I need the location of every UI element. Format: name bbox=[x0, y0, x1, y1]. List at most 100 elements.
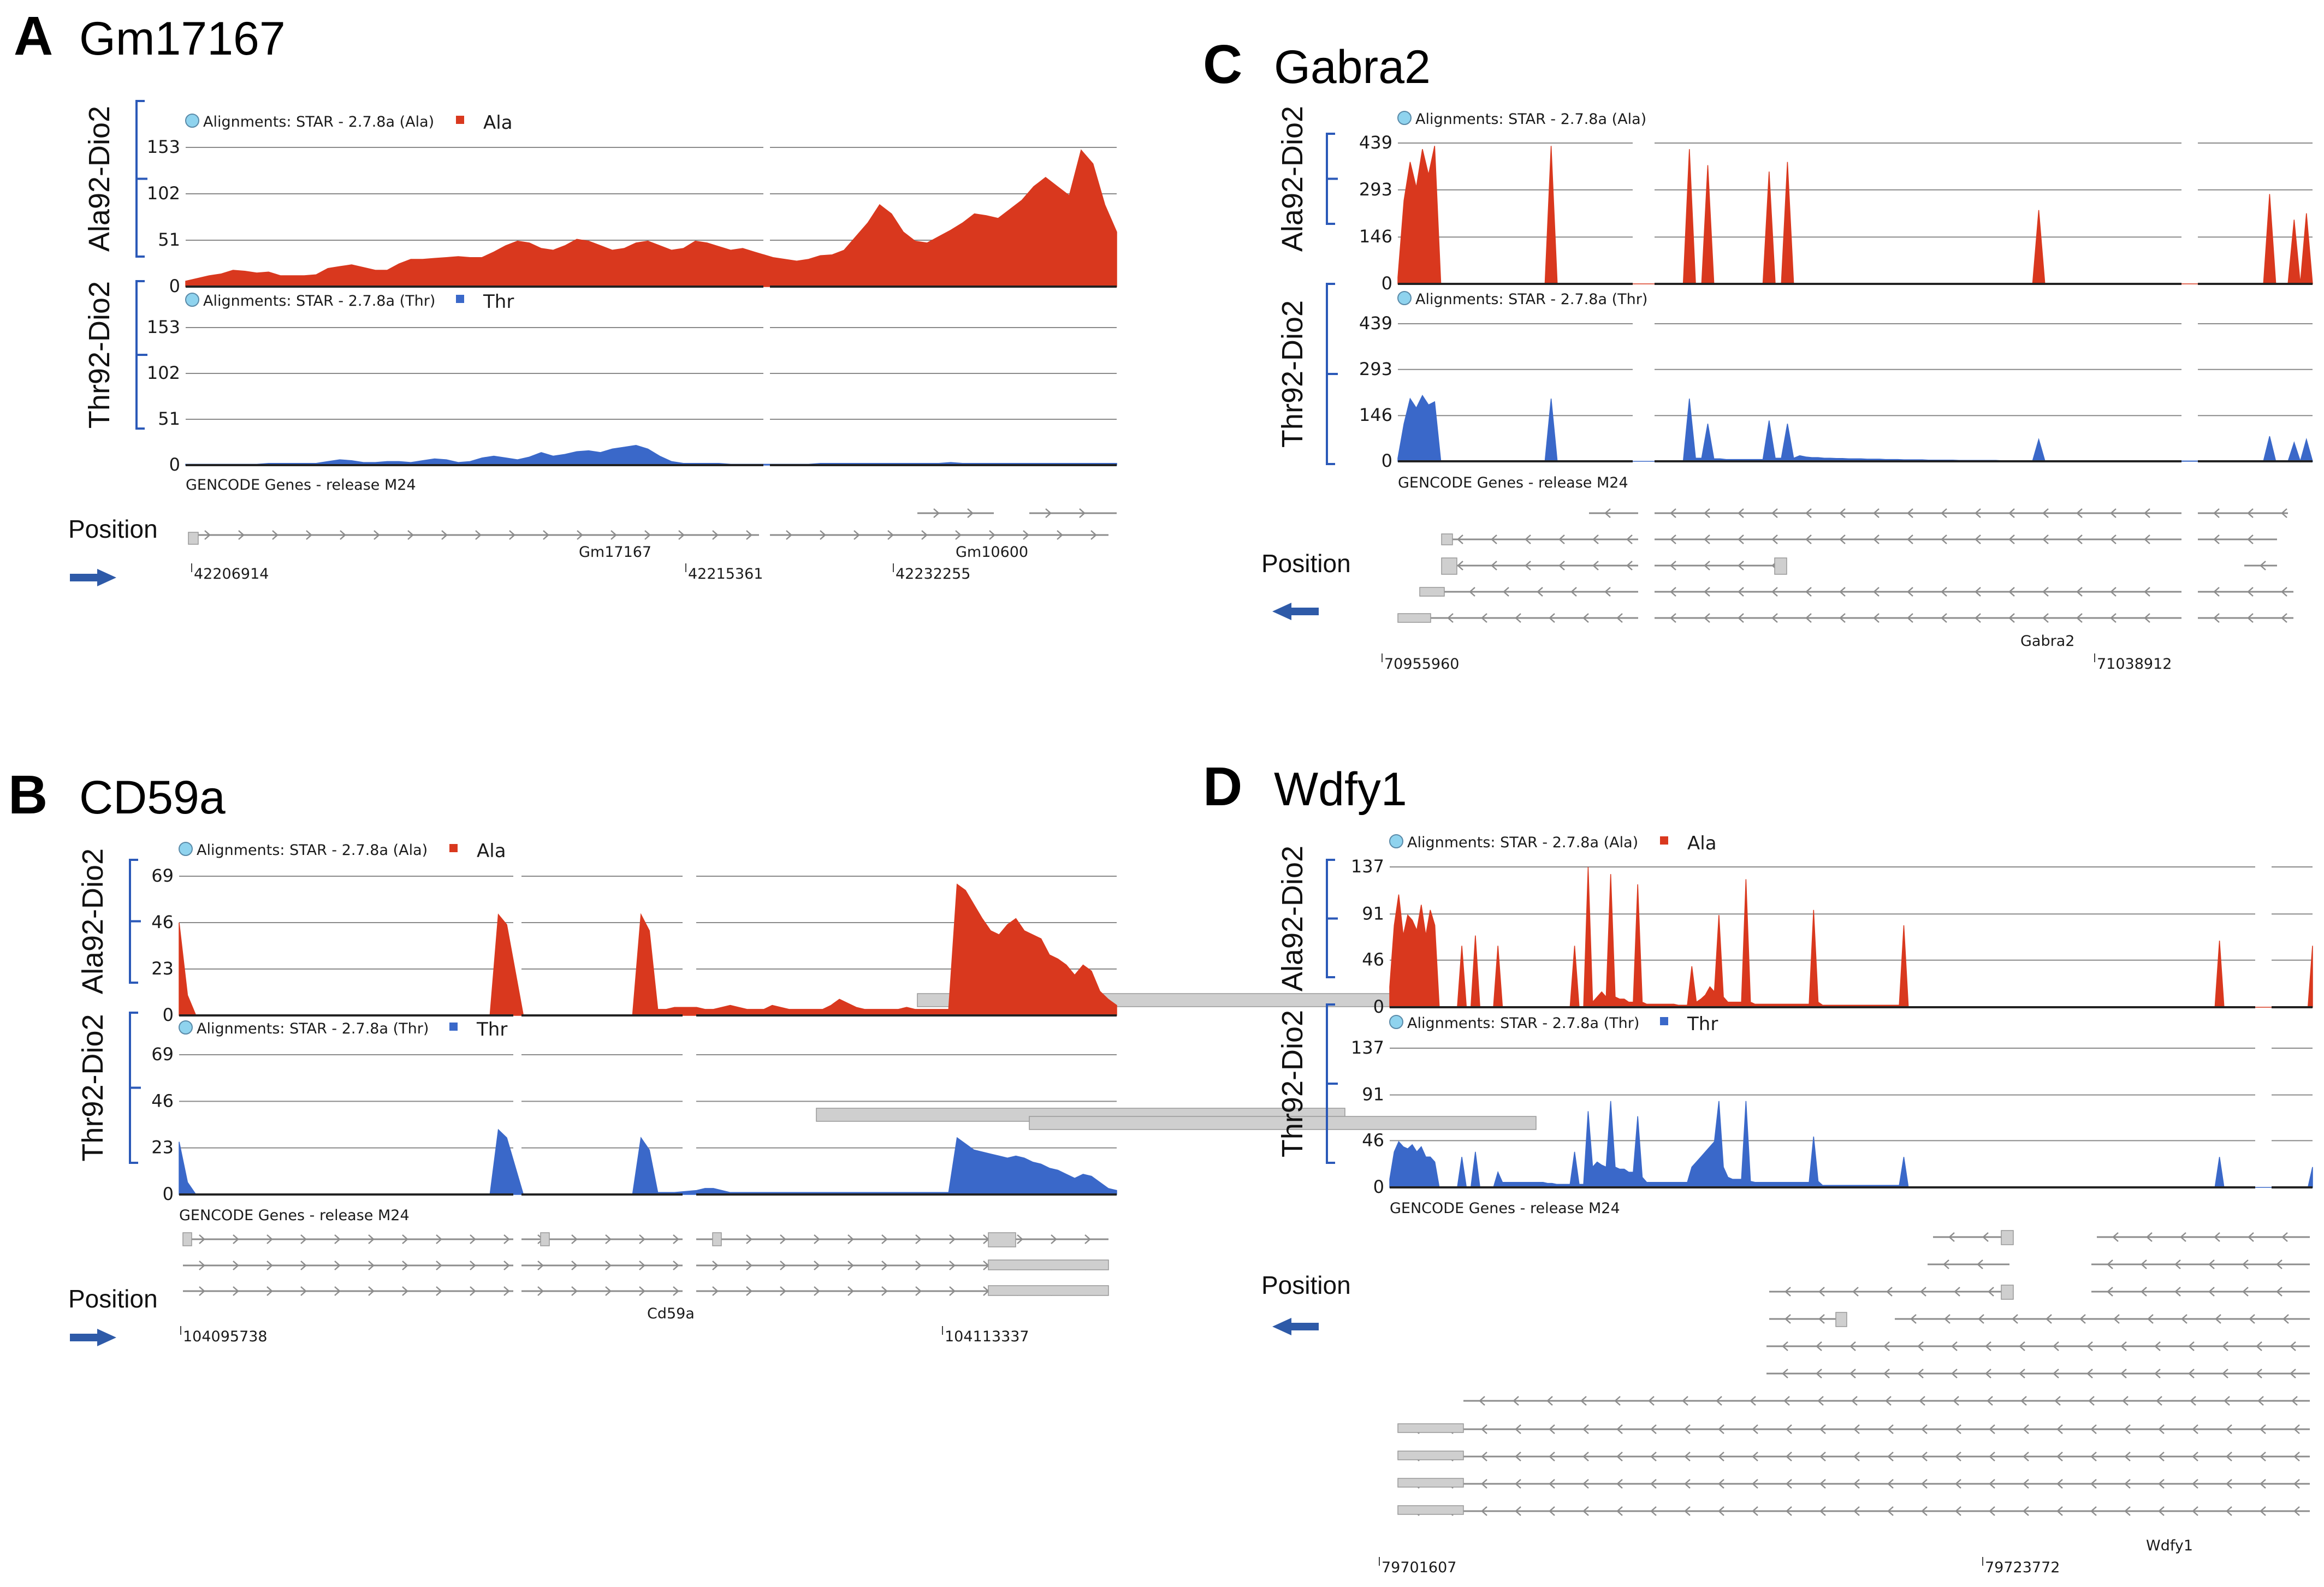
strand-left-arrow-icon bbox=[1750, 1396, 1756, 1406]
x-tick-label: 104113337 bbox=[945, 1328, 1029, 1345]
y-tick-label: 46 bbox=[1362, 949, 1384, 970]
strand-left-arrow-icon bbox=[2141, 1259, 2147, 1269]
strand-left-arrow-icon bbox=[1907, 587, 1913, 597]
group-label-thr: Thr92-Dio2 bbox=[83, 281, 116, 429]
strand-right-arrow-icon bbox=[334, 1286, 341, 1296]
strand-left-arrow-icon bbox=[1549, 1506, 1555, 1516]
panel-title: Wdfy1 bbox=[1274, 763, 1407, 816]
strand-left-arrow-icon bbox=[1650, 1479, 1657, 1489]
strand-left-arrow-icon bbox=[1853, 1452, 1860, 1461]
strand-left-arrow-icon bbox=[1616, 1452, 1623, 1461]
strand-right-arrow-icon bbox=[199, 1234, 205, 1244]
strand-left-arrow-icon bbox=[1515, 1424, 1521, 1434]
strand-right-arrow-icon bbox=[786, 530, 792, 540]
strand-left-arrow-icon bbox=[1921, 1452, 1928, 1461]
strand-left-arrow-icon bbox=[2222, 1341, 2228, 1351]
exon-block bbox=[188, 532, 199, 545]
strand-left-arrow-icon bbox=[2248, 1232, 2254, 1242]
group-brackets: Ala92-Dio2 Thr92-Dio2 bbox=[1276, 846, 1338, 1164]
strand-right-arrow-icon bbox=[266, 1286, 273, 1296]
strand-left-arrow-icon bbox=[1819, 1479, 1826, 1489]
strand-right-arrow-icon bbox=[470, 1234, 476, 1244]
strand-left-arrow-icon bbox=[2242, 1259, 2249, 1269]
y-tick-label: 0 bbox=[169, 276, 180, 296]
legend-key-swatch bbox=[449, 1023, 458, 1031]
strand-left-arrow-icon bbox=[2256, 1369, 2262, 1378]
strand-right-arrow-icon bbox=[780, 1234, 786, 1244]
strand-left-arrow-icon bbox=[2222, 1369, 2228, 1378]
strand-left-arrow-icon bbox=[1716, 1396, 1722, 1406]
strand-right-arrow-icon bbox=[605, 1234, 612, 1244]
strand-left-arrow-icon bbox=[1783, 1396, 1790, 1406]
strand-left-arrow-icon bbox=[1819, 1506, 1826, 1516]
strand-right-arrow-icon bbox=[436, 1286, 442, 1296]
y-tick-label: 0 bbox=[1373, 1176, 1384, 1197]
strand-left-arrow-icon bbox=[2146, 1232, 2153, 1242]
strand-left-arrow-icon bbox=[1887, 1506, 1894, 1516]
strand-left-arrow-icon bbox=[2174, 1259, 2181, 1269]
strand-left-arrow-icon bbox=[2090, 1452, 2097, 1461]
strand-right-arrow-icon bbox=[238, 530, 245, 540]
gene-label: Wdfy1 bbox=[2146, 1537, 2193, 1554]
position-label: Position bbox=[1261, 1271, 1351, 1299]
y-tick-label: 102 bbox=[147, 183, 180, 204]
strand-left-arrow-icon bbox=[2260, 1424, 2266, 1434]
strand-left-arrow-icon bbox=[2124, 1452, 2131, 1461]
strand-left-arrow-icon bbox=[1943, 1259, 1949, 1269]
strand-left-arrow-icon bbox=[2090, 1479, 2097, 1489]
strand-left-arrow-icon bbox=[1592, 561, 1599, 570]
strand-left-arrow-icon bbox=[1853, 1424, 1860, 1434]
y-tick-label: 0 bbox=[163, 1184, 174, 1204]
y-tick-label: 153 bbox=[147, 317, 180, 337]
strand-left-arrow-icon bbox=[2154, 1369, 2161, 1378]
strand-right-arrow-icon bbox=[503, 1234, 510, 1244]
strand-left-arrow-icon bbox=[1989, 1424, 1995, 1434]
strand-left-arrow-icon bbox=[1650, 1506, 1657, 1516]
strand-left-arrow-icon bbox=[2076, 613, 2083, 623]
strand-left-arrow-icon bbox=[1782, 1341, 1788, 1351]
strand-left-arrow-icon bbox=[2008, 508, 2015, 518]
x-tick-label: 42206914 bbox=[194, 566, 269, 583]
strand-left-arrow-icon bbox=[2042, 613, 2049, 623]
strand-left-arrow-icon bbox=[1887, 1479, 1894, 1489]
strand-left-arrow-icon bbox=[1771, 508, 1778, 518]
strand-left-arrow-icon bbox=[2181, 1314, 2187, 1324]
thr-track: Alignments: STAR - 2.7.8a (Thr) Thr 0 23 46 6… bbox=[151, 1019, 1117, 1204]
strand-left-arrow-icon bbox=[1910, 1314, 1917, 1324]
strand-right-arrow-icon bbox=[814, 1261, 820, 1270]
strand-left-arrow-icon bbox=[1786, 1506, 1792, 1516]
y-tick-label: 0 bbox=[169, 454, 180, 475]
legend-marker-icon bbox=[1397, 111, 1412, 125]
strand-left-arrow-icon bbox=[2144, 587, 2150, 597]
strand-right-arrow-icon bbox=[847, 1261, 854, 1270]
panel-title: Gabra2 bbox=[1274, 41, 1431, 93]
strand-right-arrow-icon bbox=[407, 530, 414, 540]
strand-left-arrow-icon bbox=[1784, 1314, 1791, 1324]
strand-right-arrow-icon bbox=[746, 1234, 752, 1244]
strand-right-arrow-icon bbox=[334, 1234, 341, 1244]
strand-right-arrow-icon bbox=[571, 1261, 578, 1270]
coverage-area bbox=[1389, 866, 2313, 1008]
strand-left-arrow-icon bbox=[1839, 534, 1846, 544]
strand-left-arrow-icon bbox=[1819, 1452, 1826, 1461]
strand-left-arrow-icon bbox=[1907, 508, 1913, 518]
strand-right-arrow-icon bbox=[915, 1261, 922, 1270]
strand-right-arrow-icon bbox=[955, 530, 962, 540]
strand-left-arrow-icon bbox=[1582, 1424, 1589, 1434]
strand-left-arrow-icon bbox=[1752, 1506, 1758, 1516]
strand-left-arrow-icon bbox=[1481, 1424, 1487, 1434]
genes-track-label: GENCODE Genes - release M24 bbox=[1398, 474, 1628, 491]
y-tick-label: 0 bbox=[1382, 273, 1392, 294]
strand-right-arrow-icon bbox=[368, 1234, 375, 1244]
strand-left-arrow-icon bbox=[1616, 1424, 1623, 1434]
group-brackets: Ala92-Dio2 Thr92-Dio2 bbox=[83, 100, 147, 430]
strand-left-arrow-icon bbox=[1782, 1369, 1788, 1378]
strand-left-arrow-icon bbox=[1887, 1452, 1894, 1461]
strand-left-arrow-icon bbox=[2124, 1506, 2131, 1516]
strand-left-arrow-icon bbox=[2293, 1452, 2300, 1461]
strand-left-arrow-icon bbox=[1839, 587, 1846, 597]
strand-right-arrow-icon bbox=[949, 1234, 956, 1244]
exon-block bbox=[1774, 557, 1787, 575]
strand-left-arrow-icon bbox=[1684, 1479, 1691, 1489]
strand-left-arrow-icon bbox=[2120, 1341, 2127, 1351]
